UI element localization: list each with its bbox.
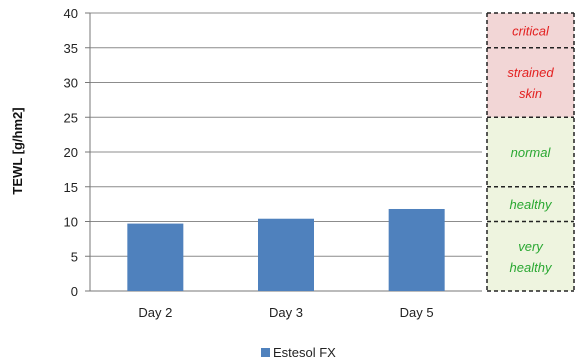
x-axis-ticks: Day 2 Day 3 Day 5: [138, 305, 433, 320]
zone-label-4-1: healthy: [510, 260, 553, 275]
legend-swatch: [261, 348, 270, 357]
zone-label-1-0: strained: [507, 65, 554, 80]
zone-band-0: [487, 13, 574, 48]
zone-label-1-1: skin: [519, 86, 542, 101]
legend-label: Estesol FX: [273, 345, 336, 360]
x-tick-label-2: Day 5: [400, 305, 434, 320]
y-axis-label: TEWL [g/hm2]: [10, 107, 25, 194]
bar-series: [127, 208, 445, 291]
zone-band-2: [487, 117, 574, 187]
y-axis-ticks: 0 5 10 15 20 25 30 35 40: [64, 6, 78, 299]
y-tick-label-15: 15: [64, 180, 78, 195]
x-tick-label-0: Day 2: [138, 305, 172, 320]
bar-day-5: [388, 208, 445, 291]
zone-label-2-0: normal: [511, 145, 552, 160]
y-tick-label-25: 25: [64, 110, 78, 125]
zone-label-4-0: very: [518, 239, 544, 254]
zone-label-0-0: critical: [512, 23, 550, 38]
bar-day-2: [127, 223, 184, 291]
y-tick-label-35: 35: [64, 41, 78, 56]
skin-zone-panel: critical strained skin normal healthy very hea…: [486, 12, 575, 292]
zone-band-3: [487, 186, 574, 222]
y-tick-label-0: 0: [71, 284, 78, 299]
legend: Estesol FX: [261, 345, 336, 360]
zone-band-4: [487, 221, 574, 291]
zone-label-3-0: healthy: [510, 197, 553, 212]
x-tick-label-1: Day 3: [269, 305, 303, 320]
y-tick-label-30: 30: [64, 76, 78, 91]
bar-day-3: [258, 218, 314, 291]
y-tick-label-20: 20: [64, 145, 78, 160]
y-tick-label-5: 5: [71, 249, 78, 264]
zone-band-1: [487, 47, 574, 118]
y-tick-label-10: 10: [64, 215, 78, 230]
y-tick-label-40: 40: [64, 6, 78, 21]
